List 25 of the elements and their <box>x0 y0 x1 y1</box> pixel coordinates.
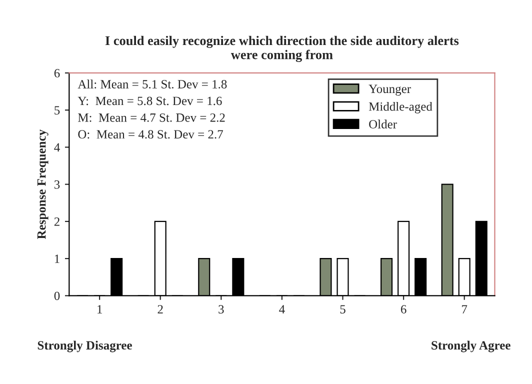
y-tick-label: 5 <box>54 106 60 115</box>
annotation: Y: Mean = 5.8 St. Dev = 1.6 <box>78 96 222 106</box>
y-tick-label: 0 <box>54 292 60 300</box>
chart-title: I could easily recognize which direction the side auditory alerts were coming from <box>105 36 459 62</box>
y-tick-label: 1 <box>54 254 60 263</box>
y-tick-label: 6 <box>54 69 60 78</box>
x-tick-label: 3 <box>218 305 224 314</box>
x-tick-label: 1 <box>98 305 102 314</box>
annotation: M: Mean = 4.7 St. Dev = 2.2 <box>78 113 225 122</box>
x-tick-label: 7 <box>462 305 468 314</box>
y-tick-label: 4 <box>54 143 60 152</box>
text: Strongly Disagree <box>38 340 132 352</box>
annotation: O: Mean = 4.8 St. Dev = 2.7 <box>78 130 223 139</box>
x-tick-label: 6 <box>400 305 406 314</box>
y-tick-label: 2 <box>54 218 60 226</box>
legend-label: Younger <box>368 84 411 96</box>
text: Strongly Agree <box>432 340 510 352</box>
x-tick-label: 5 <box>340 305 346 314</box>
x-tick-label: 2 <box>158 305 163 314</box>
x-tick-label: 4 <box>279 305 285 314</box>
legend-label: Older <box>369 120 397 128</box>
legend-label: Middle-aged <box>368 102 432 114</box>
annotation: All: Mean = 5.1 St. Dev = 1.8 <box>78 80 227 88</box>
y-axis-title: Response Frequency <box>37 130 48 240</box>
y-tick-label: 3 <box>54 180 60 189</box>
